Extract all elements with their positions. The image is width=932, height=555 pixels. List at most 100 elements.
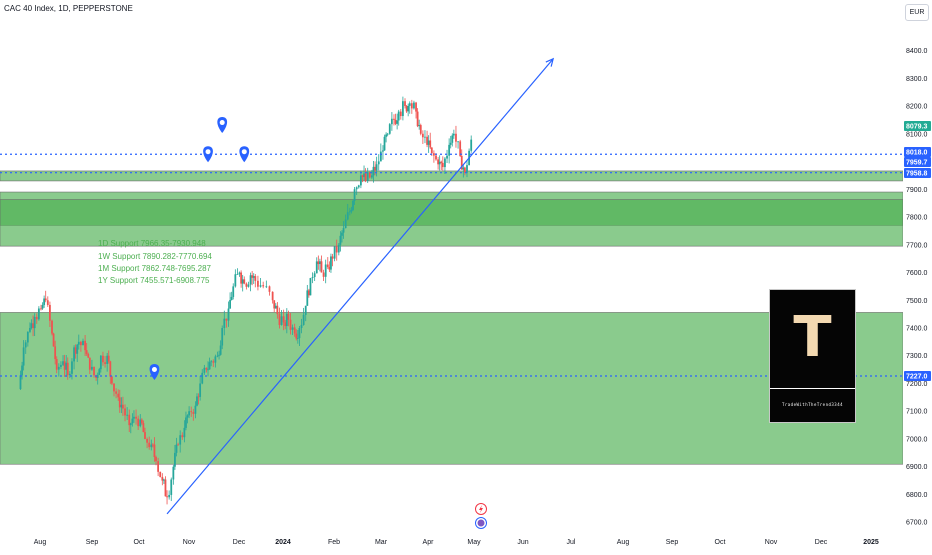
candle — [243, 276, 246, 285]
candle — [287, 310, 290, 327]
candle-body — [330, 256, 332, 270]
candle — [440, 160, 443, 171]
time-tick-label: 2024 — [275, 539, 291, 546]
logo-letter: T — [793, 305, 832, 370]
time-tick-label: Sep — [666, 539, 679, 546]
candle-body — [172, 466, 175, 480]
support-zone-3 — [0, 312, 904, 465]
candle — [452, 129, 455, 139]
candle — [179, 430, 182, 453]
price-label-bg — [904, 121, 931, 131]
support-label-1d: 1D Support 7966.35-7930.948 — [98, 239, 206, 248]
candle-body — [77, 341, 80, 345]
candle-body — [247, 284, 250, 287]
candle-body — [421, 133, 424, 138]
price-tick-label: 7100.0 — [906, 409, 928, 416]
candle-body — [268, 286, 271, 292]
candle-body — [110, 376, 113, 384]
logo-divider — [770, 388, 855, 389]
candle — [172, 464, 175, 485]
candle — [295, 329, 298, 341]
candle-body — [205, 367, 208, 370]
time-tick-label: Dec — [233, 539, 246, 546]
candle-body — [254, 276, 257, 281]
candle-body — [245, 283, 248, 287]
symbol-title[interactable]: CAC 40 Index, 1D, PEPPERSTONE — [4, 4, 133, 13]
candle — [282, 309, 285, 331]
candle-body — [419, 125, 422, 134]
candle-body — [324, 264, 327, 277]
candle — [146, 437, 148, 449]
candle-body — [393, 118, 395, 120]
candle-body — [155, 457, 157, 462]
candle — [289, 313, 292, 335]
candle-body — [71, 361, 73, 374]
candle-body — [65, 362, 68, 370]
candle — [446, 149, 448, 164]
candle-body — [361, 175, 364, 178]
candle — [451, 133, 454, 147]
price-label-text: 7227.0 — [906, 374, 928, 381]
candle-body — [140, 419, 143, 424]
candle — [68, 371, 71, 379]
candle — [24, 340, 27, 354]
candle — [128, 409, 131, 433]
candle — [216, 351, 219, 358]
pin-marker-icon — [239, 146, 250, 163]
candle-body — [273, 300, 276, 309]
candle-body — [62, 361, 64, 365]
candle-body — [221, 327, 224, 346]
candle — [271, 291, 274, 304]
candle — [153, 437, 156, 462]
time-axis: Aug Sep Oct Nov Dec 2024 Feb Mar Apr May Jun Jul Aug… — [34, 539, 879, 546]
candle-body — [46, 300, 49, 305]
price-label-text: 7958.8 — [906, 171, 928, 178]
candle-body — [415, 102, 417, 112]
currency-button[interactable]: EUR — [905, 4, 929, 21]
candle — [55, 356, 58, 374]
candle — [21, 361, 23, 380]
price-label-7958.8: 7958.8 — [904, 168, 931, 178]
candle-body — [106, 355, 109, 364]
candle — [66, 357, 69, 380]
candle — [393, 114, 395, 126]
candle — [54, 340, 57, 365]
candle-body — [302, 314, 305, 325]
candle-body — [37, 308, 40, 320]
candle — [99, 355, 102, 373]
candle-body — [57, 366, 60, 370]
candle — [462, 165, 465, 178]
candle — [366, 167, 369, 183]
candle — [337, 243, 340, 256]
candle-body — [252, 276, 255, 278]
candle — [93, 366, 95, 378]
candle-body — [88, 357, 91, 370]
candle — [348, 207, 351, 216]
candle-body — [214, 356, 217, 363]
candle-body — [40, 308, 42, 310]
candle — [177, 442, 179, 446]
lightning-event-icon — [475, 503, 487, 515]
candle-body — [102, 355, 104, 363]
candle — [157, 457, 160, 477]
price-tick-label: 7400.0 — [906, 325, 928, 332]
candle — [115, 388, 117, 399]
candle-body — [225, 318, 228, 321]
candle — [122, 396, 124, 416]
candle-body — [262, 285, 265, 287]
candle — [63, 354, 66, 377]
candle — [408, 101, 411, 114]
candle-body — [227, 308, 230, 321]
candle-body — [73, 347, 75, 362]
candle-body — [352, 200, 354, 210]
pin-dot — [205, 149, 211, 155]
candle — [350, 206, 353, 214]
candle — [399, 108, 402, 120]
candle-body — [335, 246, 338, 253]
pin-marker-icon — [217, 117, 228, 134]
candle-body — [451, 135, 454, 143]
candle-body — [118, 397, 121, 408]
candle — [419, 123, 422, 136]
